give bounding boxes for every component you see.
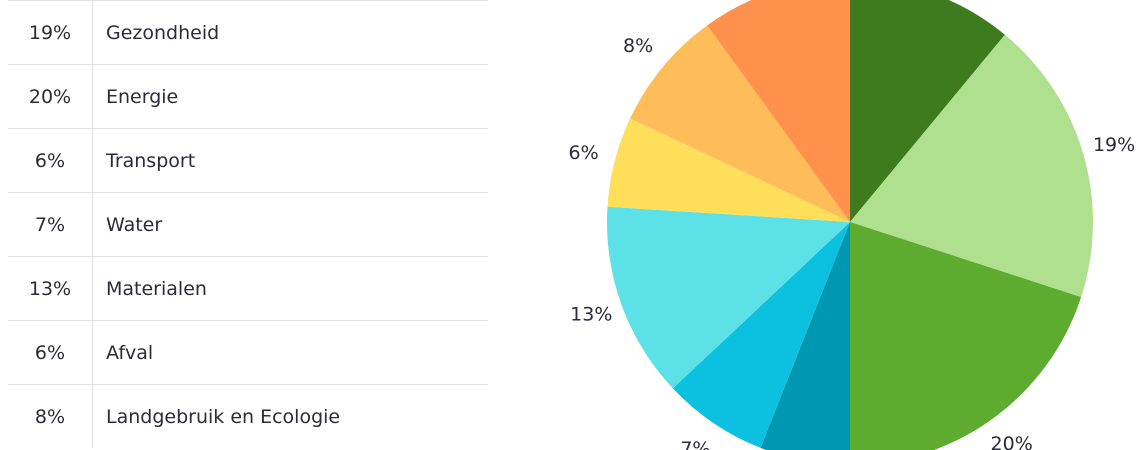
pie-slice xyxy=(850,0,1005,222)
percent-cell: 8% xyxy=(8,384,93,448)
pie-slice xyxy=(630,25,850,222)
table-row: 6% Afval xyxy=(8,320,488,385)
pie-slice xyxy=(607,118,850,222)
slice-label: 7% xyxy=(680,438,710,450)
topic-cell: Materialen xyxy=(92,256,488,321)
pie-slice xyxy=(607,206,850,389)
topic-cell: Water xyxy=(92,192,488,257)
table-row: 13% Materialen xyxy=(8,256,488,321)
table-row: 7% Water xyxy=(8,192,488,257)
pie-slice xyxy=(760,222,850,450)
topic-cell: Landgebruik en Ecologie xyxy=(92,384,488,448)
pie-slice xyxy=(850,34,1093,298)
pie-slice xyxy=(672,222,850,448)
slice-label: 19% xyxy=(1093,134,1135,156)
percent-cell: 6% xyxy=(8,320,93,385)
topic-cell: Gezondheid xyxy=(92,0,488,65)
pie-slice xyxy=(850,222,1082,450)
table-row: 19% Gezondheid xyxy=(8,0,488,65)
percent-cell: 7% xyxy=(8,192,93,257)
table: 19% Gezondheid 20% Energie 6% Transport 7% Wate… xyxy=(8,0,488,448)
pie-slice xyxy=(707,0,850,222)
slice-label: 6% xyxy=(569,142,599,164)
percent-cell: 20% xyxy=(8,64,93,129)
slice-label: 13% xyxy=(570,304,612,326)
topic-cell: Energie xyxy=(92,64,488,129)
slice-label: 20% xyxy=(991,433,1033,450)
table-row: 8% Landgebruik en Ecologie xyxy=(8,384,488,448)
table-row: 20% Energie xyxy=(8,64,488,129)
slice-label: 8% xyxy=(623,35,653,57)
percent-cell: 6% xyxy=(8,128,93,193)
percent-cell: 13% xyxy=(8,256,93,321)
topic-cell: Afval xyxy=(92,320,488,385)
topic-cell: Transport xyxy=(92,128,488,193)
table-row: 6% Transport xyxy=(8,128,488,193)
percent-cell: 19% xyxy=(8,0,93,65)
